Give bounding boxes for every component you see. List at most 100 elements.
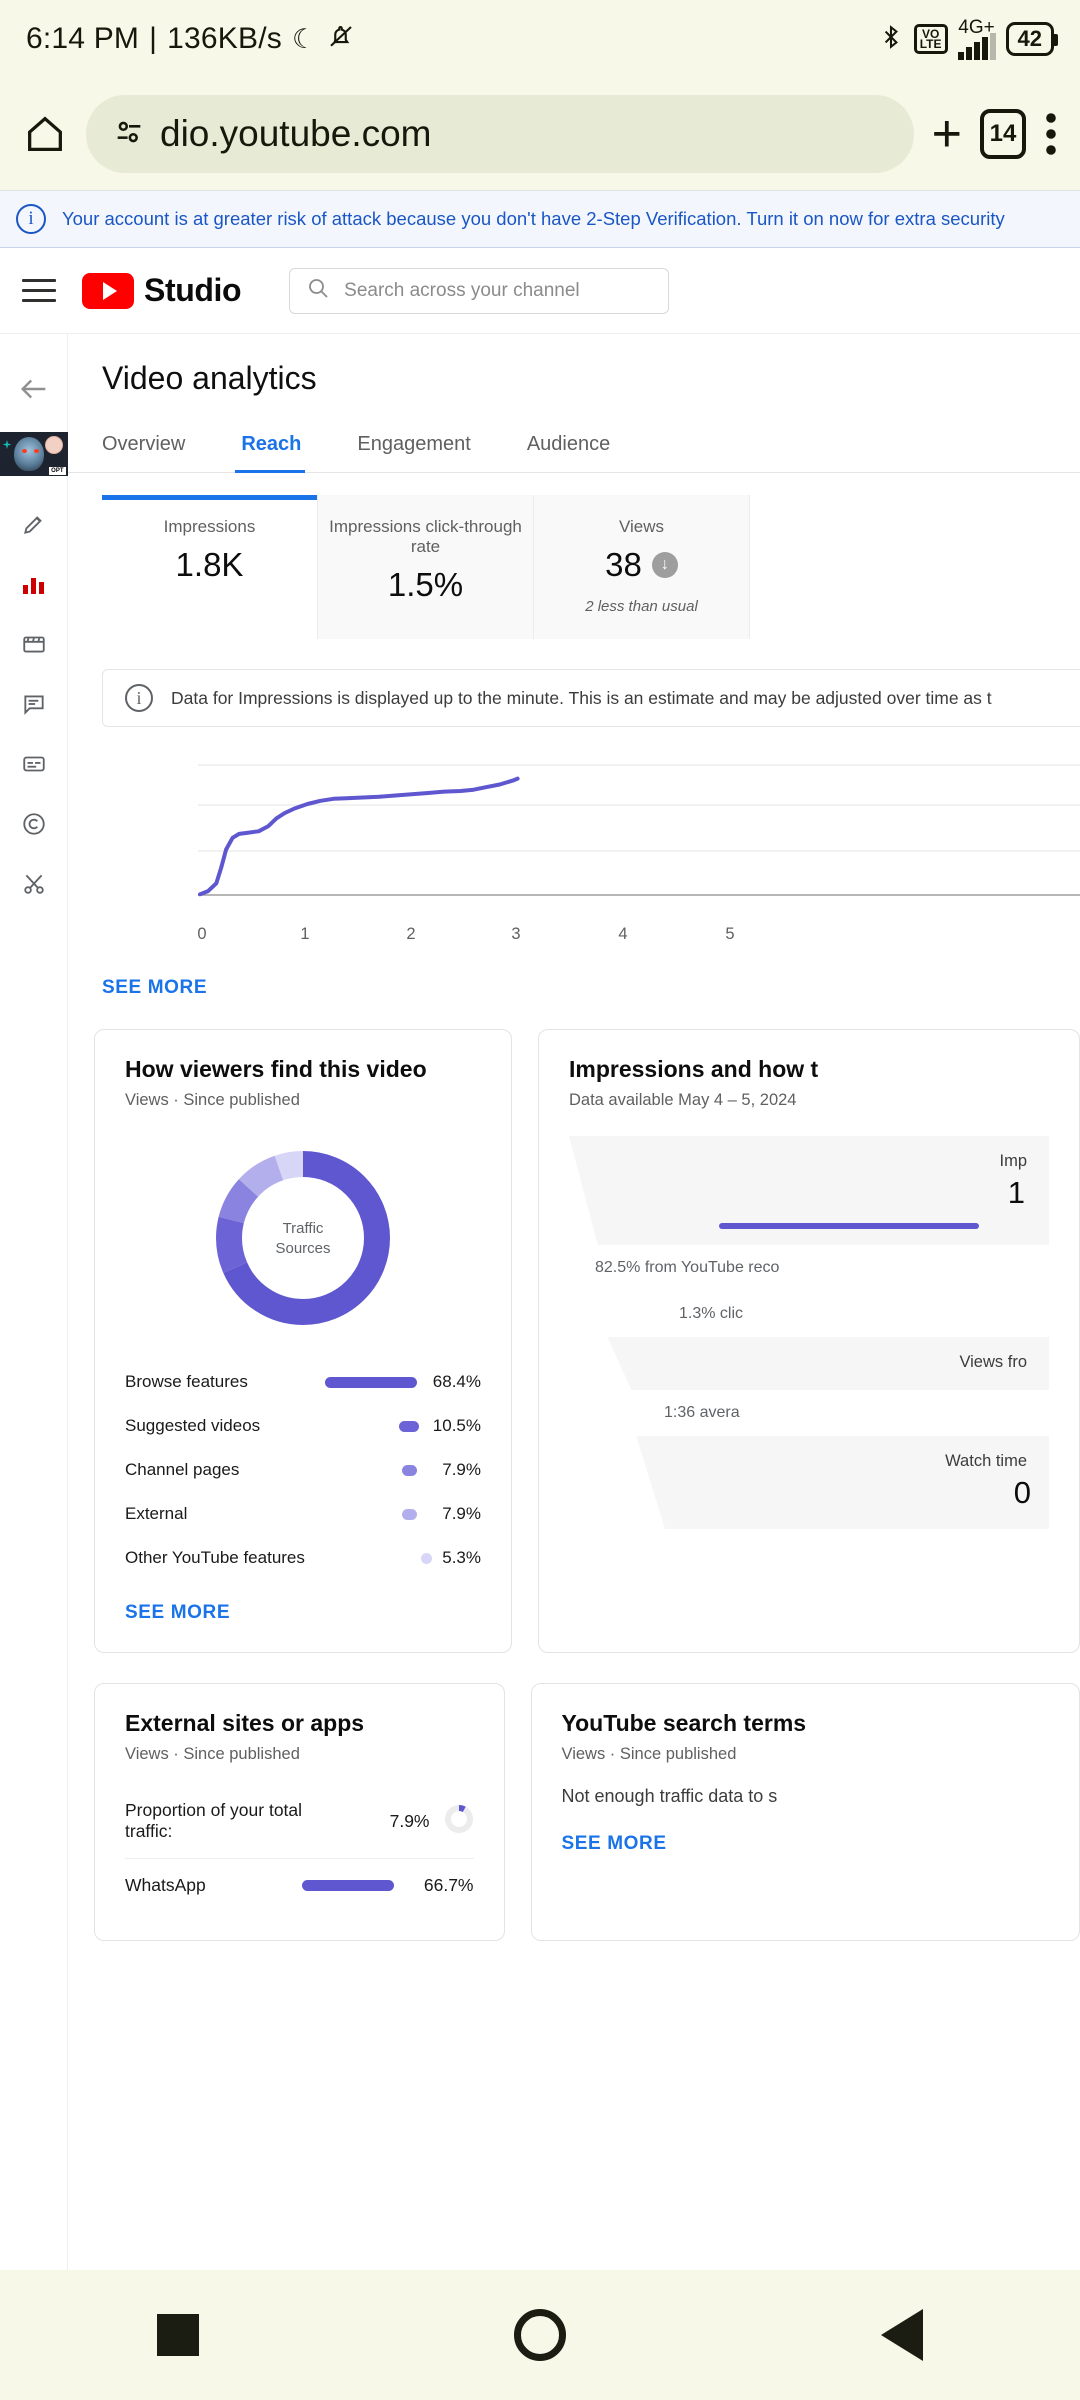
donut-label-1: Traffic	[283, 1220, 324, 1237]
proportion-donut-icon	[444, 1804, 474, 1839]
square-recents-icon[interactable]	[157, 2314, 200, 2356]
sidebar-item-editor[interactable]	[0, 614, 67, 674]
traffic-row-bar	[252, 1464, 417, 1476]
traffic-donut-chart[interactable]: Traffic Sources	[125, 1138, 481, 1338]
studio-masthead: Studio Search across your channel	[0, 248, 1080, 334]
traffic-row[interactable]: External 7.9%	[125, 1492, 481, 1536]
signal-icon: 4G+	[957, 17, 996, 60]
browser-toolbar: dio.youtube.com + 14	[0, 78, 1080, 190]
more-vertical-icon[interactable]	[1044, 110, 1058, 158]
android-nav-bar	[0, 2270, 1080, 2400]
x-tick: 4	[618, 925, 628, 943]
home-icon[interactable]	[22, 111, 68, 157]
status-separator: |	[149, 22, 158, 55]
traffic-see-more-button[interactable]: SEE MORE	[125, 1602, 231, 1623]
tab-audience[interactable]: Audience	[526, 433, 611, 455]
traffic-row-label: Channel pages	[125, 1460, 240, 1479]
traffic-row-bar	[252, 1376, 417, 1388]
status-network-speed: 136KB/s	[167, 22, 282, 55]
traffic-sources-card: How viewers find this video Views · Sinc…	[94, 1029, 512, 1653]
external-proportion-value: 7.9%	[389, 1810, 430, 1831]
impressions-funnel: Imp 1 82.5% from YouTube reco 1.3% clic …	[569, 1136, 1049, 1529]
sidebar-item-subtitles[interactable]	[0, 734, 67, 794]
funnel-stage-impressions: Imp 1	[569, 1136, 1049, 1245]
tab-switcher-button[interactable]: 14	[980, 109, 1026, 159]
traffic-row[interactable]: Suggested videos 10.5%	[125, 1404, 481, 1448]
search-placeholder: Search across your channel	[344, 279, 580, 301]
sidebar-item-details[interactable]	[0, 494, 67, 554]
sidebar-item-clips[interactable]	[0, 854, 67, 914]
search-icon	[306, 276, 330, 305]
chart-see-more-button[interactable]: SEE MORE	[102, 977, 208, 998]
battery-indicator: 42	[1005, 22, 1059, 56]
search-terms-see-more-button[interactable]: SEE MORE	[561, 1833, 667, 1854]
hamburger-menu-icon[interactable]	[22, 279, 56, 302]
signal-bars	[957, 33, 996, 60]
back-arrow-icon[interactable]	[0, 360, 67, 418]
external-site-label: WhatsApp	[125, 1875, 206, 1895]
trend-down-icon: ↓	[651, 552, 678, 578]
tab-reach[interactable]: Reach	[235, 419, 331, 473]
tab-overview[interactable]: Overview	[102, 433, 186, 455]
metric-sub: 2 less than usual	[585, 598, 698, 615]
sidebar-item-analytics[interactable]	[0, 554, 67, 614]
do-not-disturb-icon: ☾	[291, 23, 317, 54]
volte-top: VO	[921, 27, 940, 41]
traffic-row[interactable]: Browse features 68.4%	[125, 1360, 481, 1404]
external-proportion-label: Proportion of your total traffic:	[125, 1800, 303, 1841]
sidebar-item-comments[interactable]	[0, 674, 67, 734]
network-type-label: 4G+	[958, 17, 995, 38]
metric-card-ctr[interactable]: Impressions click-through rate 1.5%	[318, 495, 534, 639]
funnel-stage-value: 0	[1013, 1475, 1031, 1510]
impressions-line-chart[interactable]	[102, 743, 1080, 923]
page-body: OPT	[0, 334, 1080, 2270]
x-tick: 5	[725, 925, 735, 943]
x-tick: 1	[300, 925, 310, 943]
search-terms-message: Not enough traffic data to s	[561, 1786, 778, 1806]
metric-value: 1.8K	[175, 546, 244, 583]
metric-card-impressions[interactable]: Impressions 1.8K	[102, 495, 318, 639]
external-site-bar	[229, 1880, 394, 1891]
url-bar[interactable]: dio.youtube.com	[86, 95, 914, 173]
new-tab-button[interactable]: +	[931, 105, 962, 163]
traffic-row-label: External	[125, 1504, 188, 1523]
funnel-stage-label: Watch time	[945, 1452, 1027, 1470]
card-subtitle: Views · Since published	[561, 1745, 737, 1763]
security-banner[interactable]: i Your account is at greater risk of att…	[0, 190, 1080, 248]
x-tick: 2	[406, 925, 416, 943]
youtube-play-icon	[82, 272, 134, 309]
search-input[interactable]: Search across your channel	[289, 267, 670, 314]
external-site-pct: 66.7%	[423, 1875, 474, 1895]
chart-x-axis: 0 1 2 3 4 5	[102, 923, 1080, 957]
video-thumbnail[interactable]: OPT	[0, 432, 68, 476]
traffic-row-pct: 68.4%	[432, 1372, 481, 1391]
studio-logo[interactable]: Studio	[82, 272, 242, 309]
metric-card-views[interactable]: Views 38 ↓ 2 less than usual	[534, 495, 750, 639]
analytics-content: Video analytics Overview Reach Engagemen…	[68, 334, 1080, 2270]
info-icon: i	[125, 684, 153, 712]
external-proportion-row: Proportion of your total traffic: 7.9%	[125, 1784, 474, 1859]
traffic-row-pct: 7.9%	[442, 1504, 481, 1523]
tab-engagement[interactable]: Engagement	[357, 433, 471, 455]
traffic-row-bar	[305, 1552, 432, 1564]
site-settings-icon[interactable]	[112, 115, 146, 154]
funnel-note: 82.5% from YouTube reco	[595, 1259, 780, 1276]
sidebar-item-copyright[interactable]	[0, 794, 67, 854]
traffic-row-label: Browse features	[125, 1372, 248, 1391]
traffic-row[interactable]: Channel pages 7.9%	[125, 1448, 481, 1492]
info-strip-text: Data for Impressions is displayed up to …	[171, 687, 992, 708]
traffic-row[interactable]: Other YouTube features 5.3%	[125, 1536, 481, 1580]
cards-row-2: External sites or apps Views · Since pub…	[68, 1653, 1080, 1941]
android-status-bar: 6:14 PM | 136KB/s ☾ VO LTE 4G+	[0, 0, 1080, 78]
triangle-back-icon[interactable]	[880, 2309, 923, 2361]
external-site-row[interactable]: WhatsApp 66.7%	[125, 1859, 474, 1912]
traffic-row-pct: 7.9%	[442, 1460, 481, 1479]
analytics-icon	[23, 574, 44, 594]
circle-home-icon[interactable]	[513, 2309, 566, 2361]
cards-row-1: How viewers find this video Views · Sinc…	[68, 999, 1080, 1653]
funnel-stage-watchtime: Watch time 0	[636, 1436, 1049, 1529]
metric-value-wrap: 38 ↓	[544, 546, 739, 584]
donut-label-2: Sources	[275, 1240, 330, 1257]
page-title: Video analytics	[102, 360, 317, 396]
card-subtitle: Views · Since published	[125, 1745, 300, 1763]
